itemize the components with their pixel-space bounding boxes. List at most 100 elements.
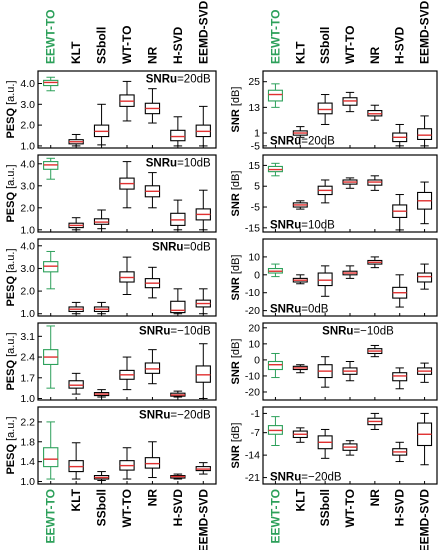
top-method-label-h-svd-0: H-SVD [171, 26, 185, 64]
y-tick-label-snr-4-0: -21 [245, 472, 260, 484]
y-tick-label-snr-2-2: 0 [254, 269, 260, 281]
bottom-method-label-nr-1: NR [368, 489, 382, 507]
y-tick-label-snr-4-1: -14 [245, 450, 260, 462]
top-method-label-ssboll-1: SSboll [318, 27, 332, 64]
panel-annotation-snr-0: SNRu=20dB [270, 135, 335, 147]
y-tick-label-pesq-0-1: 2.0 [20, 120, 35, 132]
y-tick-label-pesq-1-2: 3.0 [20, 180, 35, 192]
y-tick-label-snr-1-3: 15 [248, 160, 260, 172]
y-tick-label-pesq-2-1: 2.0 [20, 286, 35, 298]
bottom-method-label-klt-0: KLT [69, 488, 83, 511]
y-tick-label-pesq-3-1: 1.7 [20, 372, 35, 384]
y-tick-label-pesq-4-2: 1.8 [20, 436, 35, 448]
panel-annotation-snr-2: SNRu=0dB [270, 303, 329, 315]
y-tick-label-snr-2-3: 10 [248, 251, 260, 263]
y-tick-label-snr-2-1: -10 [245, 287, 260, 299]
y-tick-label-pesq-4-0: 1.0 [20, 476, 35, 488]
bottom-method-label-klt-1: KLT [293, 488, 307, 511]
y-axis-label-snr-0: SNR [dB] [230, 87, 242, 133]
y-tick-label-snr-3-1: -10 [245, 370, 260, 382]
box-snr-2-ssboll [317, 272, 333, 287]
panel-annotation-snr-3: SNRu=−10dB [322, 326, 394, 338]
bottom-method-label-eemd-svd-1: EEMD-SVD [418, 489, 432, 550]
bottom-method-label-wt-to-0: WT-TO [120, 489, 134, 527]
box-snr-2-eemd-svd [417, 272, 433, 283]
bottom-method-label-wt-to-1: WT-TO [343, 489, 357, 527]
bottom-method-label-eewt-to-0: EEWT-TO [44, 489, 58, 543]
box-snr-0-ssboll [317, 102, 333, 115]
top-method-label-eemd-svd-0: EEMD-SVD [196, 0, 210, 64]
box-pesq-3-nr [144, 362, 161, 374]
y-tick-label-snr-0-3: 25 [248, 76, 260, 88]
top-method-label-ssboll-0: SSboll [95, 27, 109, 64]
y-tick-label-pesq-2-0: 1.0 [20, 308, 35, 320]
y-tick-label-pesq-4-1: 1.4 [20, 456, 35, 468]
y-tick-label-snr-1-2: 5 [254, 181, 260, 193]
y-tick-label-pesq-1-0: 1.0 [20, 224, 35, 236]
y-tick-label-pesq-0-3: 4.0 [20, 78, 35, 90]
y-tick-label-snr-4-2: -7 [251, 427, 260, 439]
y-axis-label-snr-4: SNR [dB] [230, 423, 242, 469]
top-method-label-eewt-to-1: EEWT-TO [268, 10, 282, 64]
y-tick-label-snr-3-3: 10 [248, 338, 260, 350]
panel-annotation-pesq-2: SNRu=0dB [152, 242, 211, 254]
top-method-label-nr-0: NR [145, 46, 159, 64]
bottom-method-label-h-svd-1: H-SVD [393, 489, 407, 527]
y-tick-label-snr-2-0: -20 [245, 305, 260, 317]
box-pesq-4-eewt-to [43, 447, 59, 468]
top-method-label-h-svd-1: H-SVD [393, 26, 407, 64]
bottom-method-label-ssboll-1: SSboll [318, 489, 332, 526]
panel-annotation-pesq-1: SNRu=10dB [146, 158, 211, 170]
y-tick-label-pesq-3-2: 2.4 [20, 352, 35, 364]
top-method-label-klt-0: KLT [69, 41, 83, 64]
panel-annotation-pesq-4: SNRu=−20dB [139, 410, 211, 422]
top-method-label-klt-1: KLT [293, 41, 307, 64]
top-method-label-eemd-svd-1: EEMD-SVD [418, 0, 432, 64]
box-pesq-2-h-svd [170, 300, 186, 314]
box-snr-0-eemd-svd [417, 128, 433, 140]
y-tick-label-pesq-3-0: 1.0 [20, 393, 35, 405]
y-axis-label-snr-1: SNR [dB] [230, 171, 242, 217]
y-tick-label-snr-0-0: -5 [251, 140, 260, 152]
top-method-label-eewt-to-0: EEWT-TO [44, 10, 58, 64]
y-axis-label-snr-3: SNR [dB] [230, 339, 242, 385]
box-snr-0-eewt-to [267, 89, 283, 102]
panel-annotation-pesq-3: SNRu=−10dB [139, 326, 211, 338]
y-tick-label-snr-3-4: 20 [248, 322, 260, 334]
y-tick-label-pesq-0-0: 1.0 [20, 140, 35, 152]
bottom-method-label-nr-0: NR [145, 489, 159, 507]
box-pesq-3-klt [68, 380, 84, 389]
y-tick-label-pesq-0-2: 3.0 [20, 99, 35, 111]
box-pesq-3-eemd-svd [195, 365, 211, 383]
y-tick-label-snr-3-0: -20 [245, 386, 260, 398]
panel-annotation-pesq-0: SNRu=20dB [146, 74, 211, 86]
box-snr-3-h-svd [392, 372, 408, 382]
y-axis-label-pesq-1: PESQ [a.u.] [5, 164, 17, 222]
y-tick-label-pesq-2-3: 4.0 [20, 240, 35, 252]
box-pesq-0-h-svd [170, 129, 186, 142]
y-axis-label-pesq-2: PESQ [a.u.] [5, 248, 17, 306]
y-tick-label-snr-3-2: 0 [254, 354, 260, 366]
y-axis-label-pesq-0: PESQ [a.u.] [5, 80, 17, 138]
y-tick-label-pesq-3-3: 3.1 [20, 331, 35, 343]
y-tick-label-snr-4-3: -1 [251, 408, 260, 420]
y-tick-label-pesq-4-3: 2.2 [20, 416, 35, 428]
bottom-method-label-ssboll-0: SSboll [95, 489, 109, 526]
box-pesq-4-nr [144, 457, 161, 469]
y-tick-label-snr-0-2: 13 [248, 102, 260, 114]
y-tick-label-snr-0-1: 1 [254, 128, 260, 140]
top-method-label-wt-to-0: WT-TO [120, 26, 134, 64]
bottom-method-label-h-svd-0: H-SVD [171, 489, 185, 527]
panel-annotation-snr-1: SNRu=10dB [270, 219, 335, 231]
top-method-label-nr-1: NR [368, 46, 382, 64]
bottom-method-label-eewt-to-1: EEWT-TO [268, 489, 282, 543]
y-tick-label-pesq-1-3: 4.0 [20, 158, 35, 170]
y-axis-label-pesq-3: PESQ [a.u.] [5, 332, 17, 390]
y-tick-label-snr-1-1: -5 [251, 202, 260, 214]
bottom-method-label-eemd-svd-0: EEMD-SVD [196, 489, 210, 550]
y-tick-label-pesq-1-1: 2.0 [20, 202, 35, 214]
y-tick-label-pesq-2-2: 3.0 [20, 263, 35, 275]
y-tick-label-snr-1-0: -15 [245, 222, 260, 234]
y-axis-label-snr-2: SNR [dB] [230, 255, 242, 301]
